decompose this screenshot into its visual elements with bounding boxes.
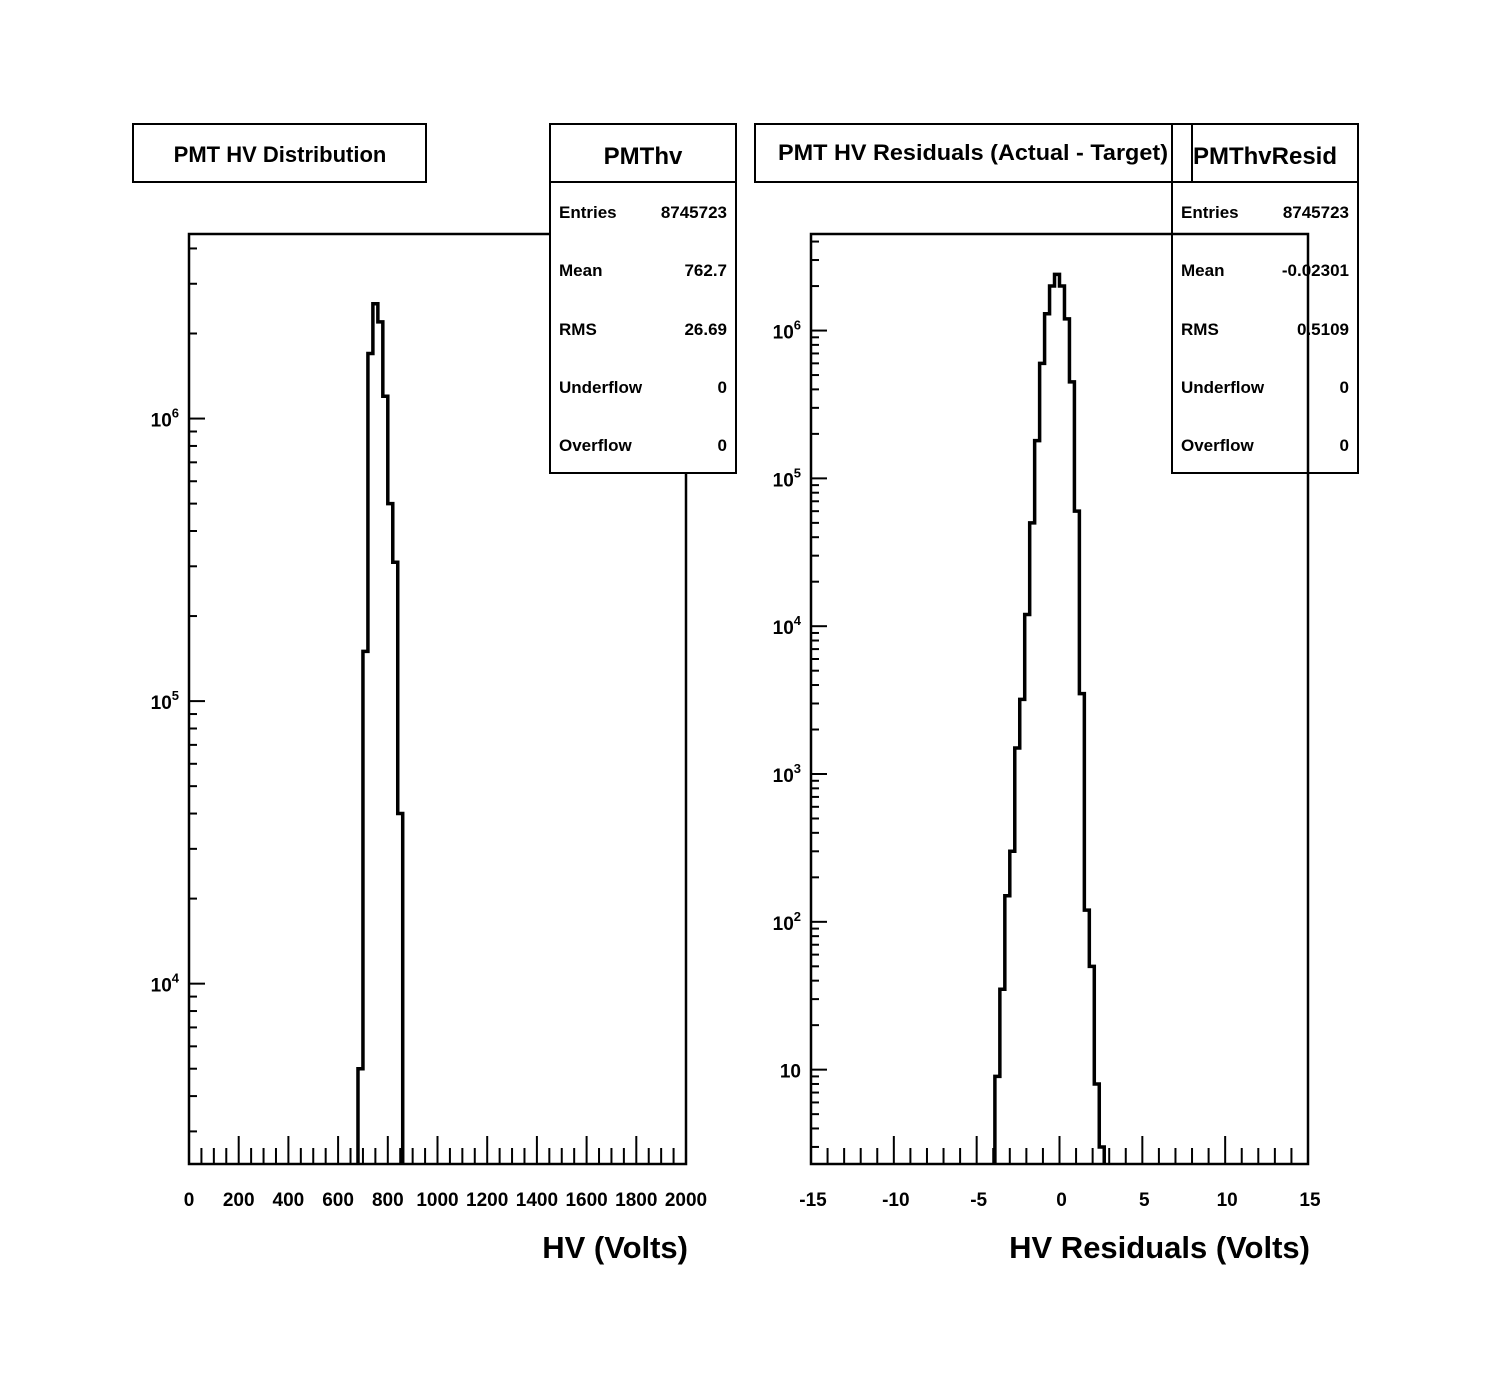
y-tick-label: 105 (151, 688, 179, 714)
stats-name: PMThv (604, 143, 683, 170)
stats-value: 0 (718, 378, 727, 397)
stats-value: 762.7 (684, 261, 727, 280)
y-tick-label: 103 (773, 761, 801, 787)
y-tick-base: 10 (773, 618, 794, 639)
stats-label: Entries (559, 203, 617, 222)
histogram-line (356, 301, 405, 1164)
x-tick-label: 1000 (416, 1190, 458, 1211)
x-tick-label: 1600 (565, 1190, 607, 1211)
y-tick-base: 10 (773, 766, 794, 787)
x-tick-label: 400 (273, 1190, 305, 1211)
title-box: PMT HV Distribution (132, 123, 427, 183)
x-axis: -15 -10 -5 0 5 10 15 (799, 1136, 1321, 1211)
y-tick-base: 10 (780, 1062, 801, 1083)
x-axis: 0 200 400 600 800 1000 1200 1400 1600 1800 2000 (184, 1136, 707, 1211)
x-tick-label: 1200 (466, 1190, 508, 1211)
y-tick-base: 10 (773, 470, 794, 491)
x-tick-label: 5 (1139, 1190, 1150, 1211)
stats-value: 0 (718, 436, 727, 455)
stats-label: Mean (559, 261, 602, 280)
y-tick-label: 10 (780, 1062, 801, 1083)
x-tick-label: 1400 (516, 1190, 558, 1211)
chart-title: PMT HV Distribution (174, 142, 387, 167)
x-tick-label: 0 (1056, 1190, 1067, 1211)
x-axis-title: HV (Volts) (542, 1230, 688, 1265)
x-axis-title: HV Residuals (Volts) (1009, 1230, 1310, 1265)
stats-label: Underflow (559, 378, 643, 397)
stats-label: RMS (1181, 320, 1219, 339)
x-tick-label: 200 (223, 1190, 255, 1211)
y-tick-base: 10 (773, 323, 794, 344)
x-tick-label: -15 (799, 1190, 827, 1211)
stats-name: PMThvResid (1193, 143, 1337, 170)
y-tick-exponent: 5 (172, 688, 179, 703)
stats-value: 0 (1340, 436, 1349, 455)
stats-value: -0.02301 (1282, 261, 1349, 280)
stats-value: 0 (1340, 378, 1349, 397)
x-tick-label: 2000 (665, 1190, 707, 1211)
y-tick-exponent: 6 (794, 318, 801, 333)
y-tick-exponent: 6 (172, 406, 179, 421)
stats-value: 0.5109 (1297, 320, 1349, 339)
y-tick-base: 10 (151, 693, 172, 714)
stats-label: Mean (1181, 261, 1224, 280)
x-tick-label: -5 (970, 1190, 987, 1211)
y-tick-base: 10 (151, 411, 172, 432)
y-tick-label: 104 (773, 613, 802, 639)
stats-box: PMThv Entries 8745723 Mean 762.7 RMS 26.69 Und… (549, 123, 737, 474)
x-tick-label: 800 (372, 1190, 404, 1211)
stats-label: Entries (1181, 203, 1239, 222)
stats-value: 8745723 (661, 203, 727, 222)
stats-label: Overflow (1181, 436, 1255, 455)
stats-value: 8745723 (1283, 203, 1349, 222)
stats-box: PMThvResid Entries 8745723 Mean -0.02301 RMS… (1171, 123, 1359, 474)
y-tick-base: 10 (773, 914, 794, 935)
y-tick-exponent: 4 (794, 613, 802, 628)
y-tick-exponent: 2 (794, 909, 801, 924)
x-tick-label: 15 (1299, 1190, 1321, 1211)
title-box: PMT HV Residuals (Actual - Target) (754, 123, 1193, 183)
y-tick-exponent: 5 (794, 465, 801, 480)
y-tick-label: 106 (773, 318, 801, 344)
chart-title: PMT HV Residuals (Actual - Target) (778, 140, 1168, 165)
histogram-line (993, 272, 1106, 1164)
stats-label: RMS (559, 320, 597, 339)
y-tick-label: 106 (151, 406, 179, 432)
y-tick-label: 104 (151, 971, 180, 997)
y-tick-exponent: 3 (794, 761, 801, 776)
stats-value: 26.69 (684, 320, 727, 339)
y-tick-base: 10 (151, 976, 172, 997)
y-tick-label: 105 (773, 465, 801, 491)
x-tick-label: 600 (322, 1190, 354, 1211)
x-tick-label: 1800 (615, 1190, 657, 1211)
x-tick-label: 0 (184, 1190, 195, 1211)
x-tick-label: 10 (1217, 1190, 1238, 1211)
stats-label: Overflow (559, 436, 633, 455)
stats-label: Underflow (1181, 378, 1265, 397)
y-tick-label: 102 (773, 909, 801, 935)
y-tick-exponent: 4 (172, 971, 180, 986)
x-tick-label: -10 (882, 1190, 909, 1211)
